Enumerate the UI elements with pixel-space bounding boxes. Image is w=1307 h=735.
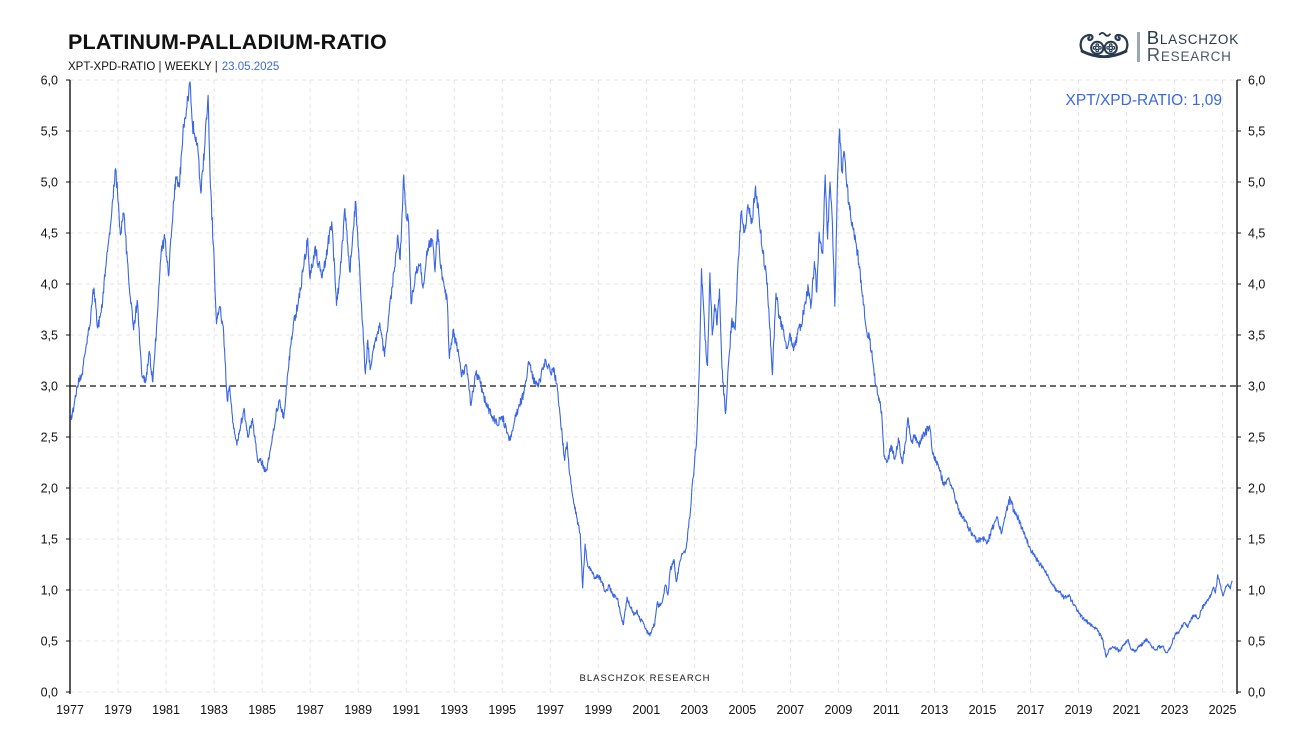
y-axis-label-left: 5,5 <box>41 125 58 139</box>
y-axis-label-right: 0,0 <box>1248 686 1265 700</box>
x-axis-label: 2003 <box>680 703 708 717</box>
y-axis-label-right: 4,5 <box>1248 227 1265 241</box>
x-axis-label: 2011 <box>873 703 900 717</box>
x-axis-label: 2019 <box>1065 703 1093 717</box>
x-axis-label: 2017 <box>1017 703 1045 717</box>
y-axis-label-left: 3,0 <box>41 380 58 394</box>
y-axis-label-right: 3,0 <box>1248 380 1265 394</box>
y-axis-label-left: 3,5 <box>41 329 58 343</box>
x-axis-label: 1991 <box>392 703 420 717</box>
logo-divider <box>1137 32 1140 62</box>
y-axis-label-left: 0,0 <box>41 686 58 700</box>
watermark-text: BLASCHZOK RESEARCH <box>580 673 711 684</box>
x-axis-label: 1983 <box>200 703 228 717</box>
y-axis-label-left: 4,5 <box>41 227 58 241</box>
y-axis-label-left: 4,0 <box>41 278 58 292</box>
ratio-series-line <box>69 81 1233 658</box>
x-axis-label: 1995 <box>488 703 516 717</box>
y-axis-label-right: 4,0 <box>1248 278 1265 292</box>
y-axis-label-left: 5,0 <box>41 176 58 190</box>
x-axis-label: 2023 <box>1161 703 1189 717</box>
subtitle-text: XPT-XPD-RATIO | WEEKLY | <box>68 61 218 73</box>
y-axis-label-right: 5,5 <box>1248 125 1265 139</box>
x-axis-label: 2005 <box>728 703 756 717</box>
x-axis-label: 1987 <box>296 703 324 717</box>
x-axis-label: 1989 <box>344 703 372 717</box>
y-axis-label-right: 1,0 <box>1248 584 1265 598</box>
x-axis-label: 2009 <box>824 703 852 717</box>
x-axis-label: 2001 <box>632 703 660 717</box>
y-axis-label-right: 3,5 <box>1248 329 1265 343</box>
y-axis-label-left: 0,5 <box>41 635 58 649</box>
x-axis-label: 1993 <box>440 703 468 717</box>
x-axis-label: 1979 <box>104 703 132 717</box>
current-ratio-label: XPT/XPD-RATIO: 1,09 <box>1066 92 1222 109</box>
y-axis-label-left: 1,5 <box>41 533 58 547</box>
x-axis-label: 1985 <box>248 703 276 717</box>
x-axis-label: 1999 <box>584 703 612 717</box>
y-axis-label-left: 2,5 <box>41 431 58 445</box>
x-axis-label: 2021 <box>1113 703 1141 717</box>
y-axis-label-left: 1,0 <box>41 584 58 598</box>
x-axis-label: 1997 <box>536 703 564 717</box>
viking-ship-icon <box>1079 31 1129 59</box>
x-axis-label: 2025 <box>1209 703 1237 717</box>
y-axis-label-right: 6,0 <box>1248 74 1265 88</box>
y-axis-label-right: 2,0 <box>1248 482 1265 496</box>
x-axis-label: 1981 <box>152 703 180 717</box>
brand-line1: BLASCHZOK <box>1146 27 1239 48</box>
y-axis-label-right: 0,5 <box>1248 635 1265 649</box>
brand-logo: BLASCHZOK RESEARCH <box>1077 26 1239 68</box>
brand-line2: RESEARCH <box>1146 44 1232 65</box>
chart-subtitle: XPT-XPD-RATIO | WEEKLY | 23.05.2025 <box>68 61 279 73</box>
x-axis-label: 2013 <box>921 703 949 717</box>
x-axis-label: 1977 <box>56 703 84 717</box>
y-axis-label-right: 2,5 <box>1248 431 1265 445</box>
y-axis-label-left: 6,0 <box>41 74 58 88</box>
y-axis-label-right: 1,5 <box>1248 533 1265 547</box>
y-axis-label-left: 2,0 <box>41 482 58 496</box>
x-axis-label: 2007 <box>776 703 804 717</box>
subtitle-date: 23.05.2025 <box>221 61 280 73</box>
brand-name: BLASCHZOK RESEARCH <box>1147 30 1239 64</box>
y-axis-label-right: 5,0 <box>1248 176 1265 190</box>
x-axis-label: 2015 <box>969 703 997 717</box>
page-title: PLATINUM-PALLADIUM-RATIO <box>68 30 387 54</box>
